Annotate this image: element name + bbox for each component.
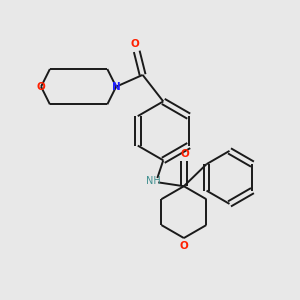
Text: NH: NH (146, 176, 160, 186)
Text: N: N (112, 82, 121, 92)
Text: O: O (131, 39, 140, 49)
Text: O: O (181, 149, 190, 159)
Text: O: O (37, 82, 45, 92)
Text: O: O (179, 241, 188, 251)
